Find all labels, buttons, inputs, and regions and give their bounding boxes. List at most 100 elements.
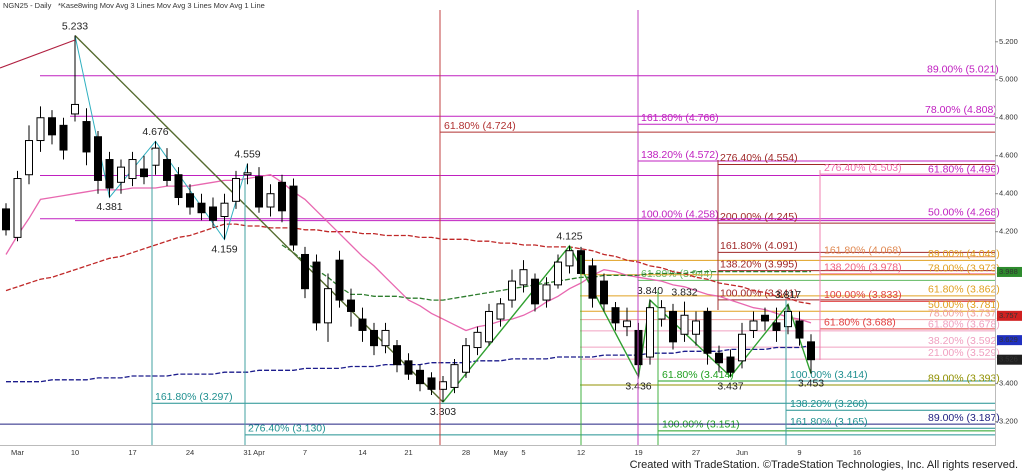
y-tick-label: 3.400 xyxy=(999,379,1018,388)
candle-body xyxy=(209,206,217,221)
price-marker-label: 3.629 xyxy=(999,335,1018,344)
candle-body xyxy=(807,341,815,361)
candle-body xyxy=(266,193,275,208)
price-marker xyxy=(997,310,1022,321)
candle-body xyxy=(703,310,712,354)
candle-body xyxy=(324,288,332,324)
fib-level-label: 100.00% (4.258) xyxy=(641,208,719,220)
candle-body xyxy=(59,124,68,151)
candle-body xyxy=(335,259,344,301)
fib-level-label: 100.00% (3.833) xyxy=(824,289,902,301)
candle-body xyxy=(588,265,597,299)
candle-body xyxy=(186,193,194,208)
fib-level-label: 21.00% (3.529) xyxy=(928,347,1000,359)
candle-body xyxy=(128,159,137,180)
candle-body xyxy=(255,176,263,208)
candle-body xyxy=(531,278,539,305)
x-tick-label: 19 xyxy=(634,448,642,457)
candle-body xyxy=(278,181,286,212)
candle-body xyxy=(784,310,792,328)
candle-body xyxy=(669,310,677,343)
candle-body xyxy=(761,314,769,322)
candle-body xyxy=(82,121,91,153)
candle-body xyxy=(738,333,746,362)
y-tick-label: 4.800 xyxy=(999,113,1018,122)
x-tick-label: 21 xyxy=(404,448,412,457)
candle-body xyxy=(347,299,355,312)
x-tick-label: 28 xyxy=(462,448,470,457)
candle-body xyxy=(13,178,22,238)
y-tick-label: 3.200 xyxy=(999,417,1018,426)
fib-level-label: 161.80% (3.297) xyxy=(155,391,233,403)
x-tick-label: Apr xyxy=(253,448,265,457)
candle-body xyxy=(657,307,666,320)
x-tick-label: 14 xyxy=(358,448,366,457)
y-tick-label: 5.000 xyxy=(999,75,1018,84)
x-tick-label: 27 xyxy=(692,448,700,457)
candle-body xyxy=(623,320,631,328)
candle-body xyxy=(105,159,114,189)
x-tick-label: Mar xyxy=(11,448,24,457)
candle-body xyxy=(393,345,401,366)
x-tick-label: 16 xyxy=(853,448,861,457)
fib-level-label: 276.40% (3.130) xyxy=(248,423,326,435)
chart-title: NGN25 - Daily xyxy=(3,1,52,10)
x-tick-label: 24 xyxy=(186,448,194,457)
candle-body xyxy=(151,147,160,166)
fib-level-label: 61.80% (3.678) xyxy=(928,319,1000,331)
fib-level-label: 138.20% (3.978) xyxy=(824,262,902,274)
fib-level-label: 89.00% (3.187) xyxy=(928,412,1000,424)
price-marker-label: 3.757 xyxy=(999,311,1018,320)
price-marker-label: 3.526 xyxy=(999,355,1018,364)
pivot-label: 3.453 xyxy=(798,377,824,389)
fib-level-label: 138.20% (3.260) xyxy=(790,398,868,410)
candle-body xyxy=(370,329,378,347)
fib-level-label: 78.00% (3.737) xyxy=(928,307,1000,319)
candle-body xyxy=(542,284,551,301)
pivot-label: 4.559 xyxy=(234,148,260,160)
candle-body xyxy=(94,136,102,181)
pivot-label: 3.840 xyxy=(637,285,663,297)
candle-body xyxy=(289,185,298,246)
candle-body xyxy=(508,280,516,301)
pivot-label: 3.303 xyxy=(430,406,456,418)
fib-level-label: 50.00% (3.781) xyxy=(928,299,1000,311)
price-marker xyxy=(997,335,1022,346)
candle-body xyxy=(358,318,367,331)
pivot-label: 4.159 xyxy=(211,243,237,255)
candle-body xyxy=(381,329,390,347)
indicator-list: *Kase8wing Mov Avg 3 Lines Mov Avg 3 Lin… xyxy=(58,1,265,10)
candle-body xyxy=(220,202,229,218)
x-tick-label: May xyxy=(493,448,507,457)
candle-body xyxy=(416,369,424,385)
candle-body xyxy=(611,307,620,324)
swing-line xyxy=(442,244,812,403)
fib-level-label: 100.00% (3.414) xyxy=(790,369,868,381)
candle-body xyxy=(462,345,470,373)
candle-body xyxy=(565,250,574,267)
fib-level-label: 89.00% (3.393) xyxy=(928,373,1000,385)
fib-level-label: 50.00% (4.268) xyxy=(928,207,1000,219)
candle-body xyxy=(71,103,79,115)
y-tick-label: 4.400 xyxy=(999,189,1018,198)
fib-level-label: 61.80% (3.862) xyxy=(928,284,1000,296)
candle-body xyxy=(140,168,148,178)
trend-line xyxy=(0,39,76,69)
candle-body xyxy=(680,314,689,335)
price-marker xyxy=(997,266,1022,277)
pivot-label: 4.676 xyxy=(142,126,168,138)
candle-body xyxy=(2,208,10,231)
x-tick-label: 7 xyxy=(303,448,307,457)
fib-level-label: 100.00% (3.841) xyxy=(720,288,798,300)
candle-body xyxy=(117,166,125,183)
pivot-label: 4.381 xyxy=(96,201,122,213)
fib-level-label: 138.20% (3.995) xyxy=(720,258,798,270)
x-tick-label: 9 xyxy=(797,448,801,457)
pivot-label: 4.125 xyxy=(556,231,582,243)
fib-level-label: 61.80% (4.724) xyxy=(444,120,516,132)
fib-level-label: 100.00% (3.151) xyxy=(662,419,740,431)
candle-body xyxy=(48,117,56,136)
